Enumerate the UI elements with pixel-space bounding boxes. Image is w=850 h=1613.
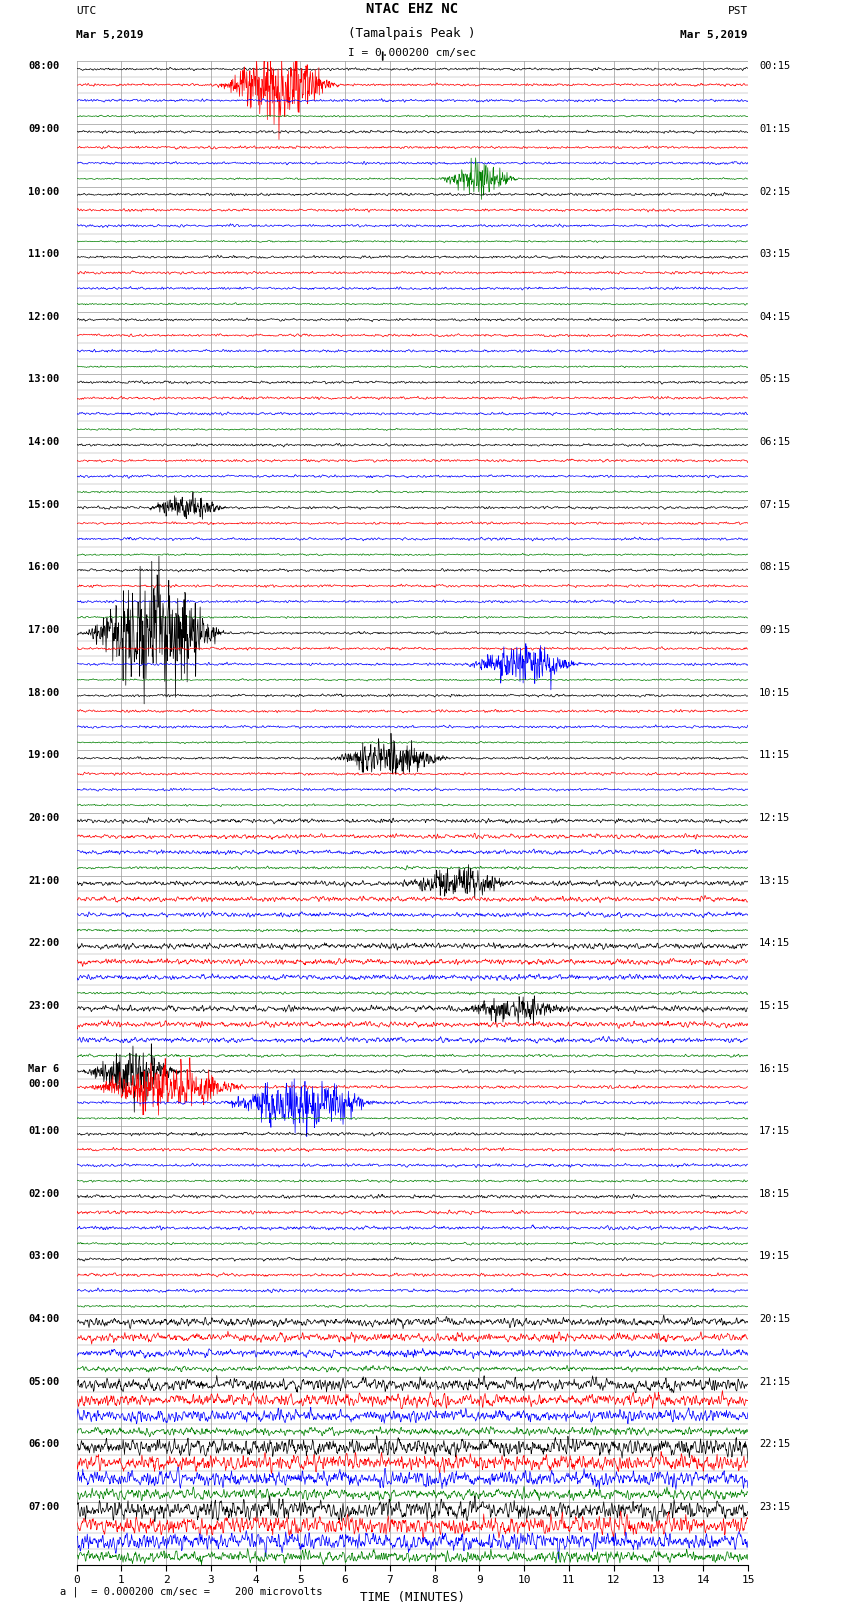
Text: 02:15: 02:15	[759, 187, 791, 197]
Text: 03:00: 03:00	[28, 1252, 60, 1261]
Text: 22:00: 22:00	[28, 939, 60, 948]
Text: 07:15: 07:15	[759, 500, 791, 510]
Text: 13:15: 13:15	[759, 876, 791, 886]
Text: 19:15: 19:15	[759, 1252, 791, 1261]
Text: 14:15: 14:15	[759, 939, 791, 948]
Text: 16:15: 16:15	[759, 1063, 791, 1074]
Text: 11:00: 11:00	[28, 250, 60, 260]
Text: a |  = 0.000200 cm/sec =    200 microvolts: a | = 0.000200 cm/sec = 200 microvolts	[60, 1586, 322, 1597]
Text: 12:00: 12:00	[28, 311, 60, 323]
Text: 01:15: 01:15	[759, 124, 791, 134]
Text: 20:15: 20:15	[759, 1315, 791, 1324]
Text: 12:15: 12:15	[759, 813, 791, 823]
Text: 03:15: 03:15	[759, 250, 791, 260]
Text: 08:00: 08:00	[28, 61, 60, 71]
Text: 17:15: 17:15	[759, 1126, 791, 1136]
Text: 23:15: 23:15	[759, 1502, 791, 1511]
Text: PST: PST	[728, 6, 748, 16]
Text: Mar 5,2019: Mar 5,2019	[76, 31, 144, 40]
Text: 16:00: 16:00	[28, 563, 60, 573]
Text: 22:15: 22:15	[759, 1439, 791, 1450]
Text: I = 0.000200 cm/sec: I = 0.000200 cm/sec	[348, 48, 476, 58]
Text: NTAC EHZ NC: NTAC EHZ NC	[366, 2, 458, 16]
Text: 13:00: 13:00	[28, 374, 60, 384]
Text: 14:00: 14:00	[28, 437, 60, 447]
Text: 10:15: 10:15	[759, 687, 791, 698]
Text: 21:15: 21:15	[759, 1378, 791, 1387]
X-axis label: TIME (MINUTES): TIME (MINUTES)	[360, 1590, 465, 1603]
Text: 04:00: 04:00	[28, 1315, 60, 1324]
Text: 20:00: 20:00	[28, 813, 60, 823]
Text: 19:00: 19:00	[28, 750, 60, 760]
Text: 04:15: 04:15	[759, 311, 791, 323]
Text: Mar 6: Mar 6	[28, 1063, 60, 1074]
Text: 05:15: 05:15	[759, 374, 791, 384]
Text: 09:00: 09:00	[28, 124, 60, 134]
Text: 06:00: 06:00	[28, 1439, 60, 1450]
Text: 18:15: 18:15	[759, 1189, 791, 1198]
Text: 09:15: 09:15	[759, 626, 791, 636]
Text: 08:15: 08:15	[759, 563, 791, 573]
Text: Mar 5,2019: Mar 5,2019	[681, 31, 748, 40]
Text: (Tamalpais Peak ): (Tamalpais Peak )	[348, 27, 476, 40]
Text: 11:15: 11:15	[759, 750, 791, 760]
Text: 07:00: 07:00	[28, 1502, 60, 1511]
Text: 15:15: 15:15	[759, 1000, 791, 1011]
Text: 05:00: 05:00	[28, 1378, 60, 1387]
Text: 02:00: 02:00	[28, 1189, 60, 1198]
Text: 15:00: 15:00	[28, 500, 60, 510]
Text: 06:15: 06:15	[759, 437, 791, 447]
Text: 00:15: 00:15	[759, 61, 791, 71]
Text: 17:00: 17:00	[28, 626, 60, 636]
Text: 21:00: 21:00	[28, 876, 60, 886]
Text: 18:00: 18:00	[28, 687, 60, 698]
Text: 00:00: 00:00	[28, 1079, 60, 1089]
Text: 23:00: 23:00	[28, 1000, 60, 1011]
Text: UTC: UTC	[76, 6, 97, 16]
Text: 10:00: 10:00	[28, 187, 60, 197]
Text: 01:00: 01:00	[28, 1126, 60, 1136]
